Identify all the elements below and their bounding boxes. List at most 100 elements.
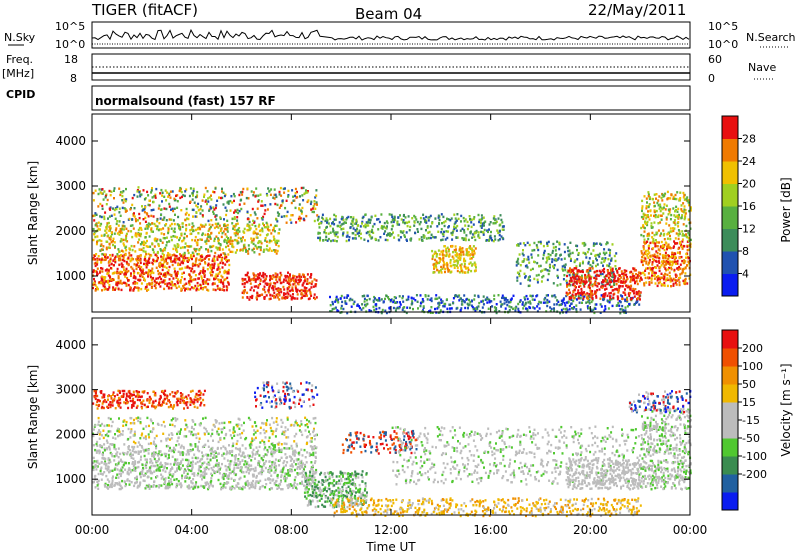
- power-cell: [421, 310, 424, 313]
- power-cell: [662, 284, 665, 287]
- power-cell: [565, 281, 568, 284]
- power-cell: [402, 214, 405, 218]
- velocity-cell: [111, 479, 114, 482]
- power-cell: [676, 267, 679, 270]
- power-cell: [174, 270, 176, 273]
- power-cell: [576, 271, 579, 274]
- power-cell: [605, 242, 608, 246]
- power-cell: [670, 266, 673, 270]
- power-cell: [197, 209, 200, 212]
- power-cell: [112, 288, 114, 291]
- power-cell: [580, 281, 583, 284]
- power-cell: [237, 236, 240, 240]
- power-cell: [192, 208, 195, 212]
- power-cell: [315, 201, 318, 204]
- power-cell: [540, 301, 542, 304]
- power-cell: [553, 294, 556, 297]
- power-cell: [659, 221, 662, 224]
- power-cell: [158, 262, 161, 266]
- power-cell: [170, 286, 173, 290]
- power-cell: [561, 267, 564, 271]
- power-cell: [574, 293, 577, 296]
- power-cell: [202, 258, 205, 261]
- power-cell: [456, 262, 459, 265]
- power-cell: [474, 269, 477, 272]
- power-cell: [663, 264, 666, 267]
- power-cell: [274, 240, 277, 243]
- power-cell: [215, 235, 218, 238]
- power-cell: [327, 222, 330, 225]
- power-cell: [297, 278, 300, 282]
- power-cell: [477, 295, 480, 299]
- power-cell: [227, 200, 230, 203]
- power-cell: [260, 200, 263, 203]
- power-cell: [195, 204, 198, 207]
- power-cell: [123, 281, 126, 285]
- power-cell: [288, 282, 291, 286]
- power-cell: [334, 231, 337, 234]
- power-cell: [153, 279, 156, 282]
- power-cell: [481, 299, 484, 303]
- power-cell: [611, 285, 614, 288]
- velocity-cell: [158, 457, 161, 460]
- power-cell: [508, 308, 511, 312]
- power-cell: [290, 221, 293, 224]
- power-cell: [673, 221, 676, 224]
- power-cell: [224, 263, 227, 266]
- power-cell: [617, 291, 620, 294]
- power-cell: [113, 241, 116, 244]
- power-cell: [565, 279, 568, 282]
- power-cell: [515, 261, 518, 264]
- power-cell: [658, 241, 660, 244]
- power-cell: [192, 215, 194, 218]
- power-cell: [260, 217, 263, 220]
- power-cell: [443, 245, 446, 248]
- power-cell: [463, 229, 466, 232]
- power-cell: [333, 223, 336, 226]
- power-cell: [495, 311, 498, 315]
- power-cell: [220, 253, 222, 256]
- power-cell: [642, 235, 645, 238]
- power-cell: [567, 301, 570, 304]
- power-cell: [421, 300, 424, 304]
- power-cell: [298, 203, 301, 206]
- power-cell: [665, 216, 668, 219]
- power-cell: [334, 218, 337, 221]
- power-cell: [587, 306, 590, 309]
- power-cell: [312, 285, 315, 288]
- power-cell: [207, 262, 210, 265]
- power-cell: [280, 281, 283, 285]
- power-cell: [522, 242, 525, 245]
- power-cell: [112, 243, 114, 247]
- power-cell: [229, 199, 232, 203]
- power-cell: [127, 229, 130, 233]
- power-cell: [570, 296, 573, 299]
- power-cell: [92, 227, 95, 231]
- velocity-cell: [286, 484, 289, 487]
- power-cell: [284, 276, 287, 279]
- power-cell: [668, 260, 671, 263]
- power-cell: [590, 296, 593, 299]
- power-cell: [132, 276, 135, 279]
- power-cell: [269, 193, 272, 196]
- power-cell: [426, 298, 429, 301]
- power-cell: [176, 270, 179, 274]
- power-cell: [139, 257, 142, 260]
- power-cell: [271, 229, 274, 232]
- power-cell: [225, 213, 228, 217]
- power-cell: [628, 303, 631, 306]
- power-cell: [249, 288, 252, 292]
- power-cell: [533, 298, 536, 301]
- velocity-cell: [244, 447, 247, 450]
- power-cell: [393, 296, 396, 299]
- power-cell: [581, 277, 583, 280]
- power-cell: [632, 277, 635, 281]
- power-cell: [164, 259, 167, 263]
- power-cell: [384, 309, 387, 312]
- power-cell: [683, 208, 686, 211]
- power-cell: [452, 229, 455, 232]
- power-cell: [223, 218, 225, 221]
- power-cell: [437, 302, 440, 305]
- power-cell: [577, 252, 580, 255]
- power-cell: [465, 298, 468, 301]
